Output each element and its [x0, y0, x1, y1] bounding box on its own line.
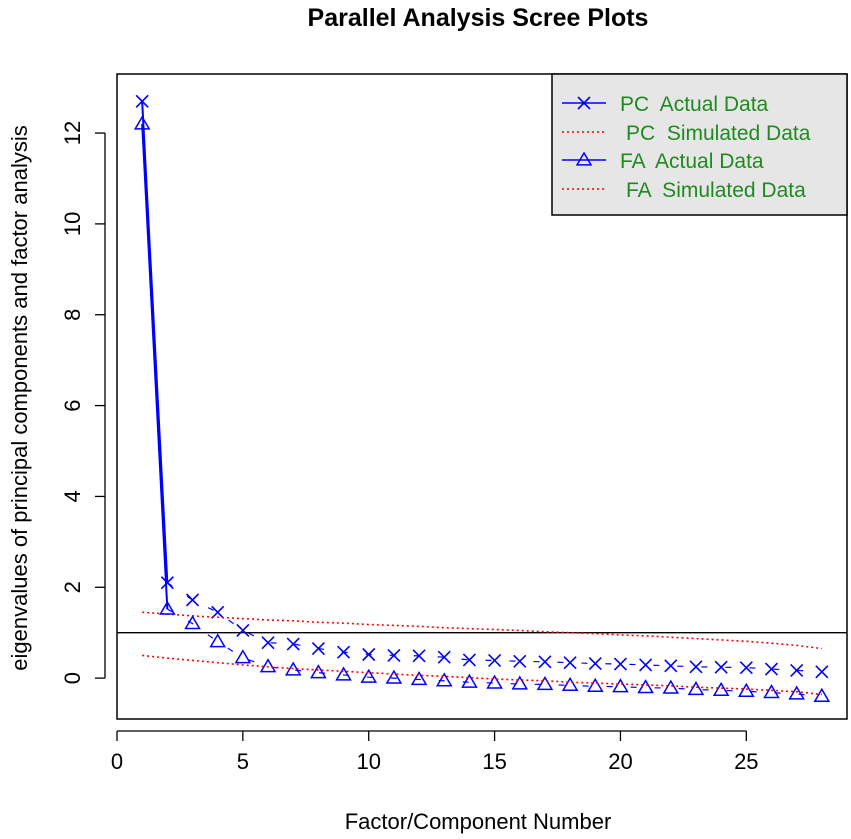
y-tick-label: 6 — [60, 399, 85, 411]
x-axis: 0 5 10 15 20 25 — [111, 730, 759, 774]
legend-label: PC Simulated Data — [626, 122, 811, 145]
x-marker-stroke — [689, 660, 703, 674]
x-marker-stroke — [664, 659, 678, 673]
x-marker-stroke — [639, 658, 653, 672]
x-axis-label: Factor/Component Number — [345, 809, 612, 834]
triangle-marker — [712, 681, 730, 697]
x-marker-stroke — [538, 655, 552, 669]
x-tick-label: 0 — [111, 749, 123, 774]
x-marker-stroke — [261, 636, 275, 650]
triangle-marker — [486, 674, 503, 689]
series-pc-actual — [135, 94, 829, 679]
x-marker-stroke — [286, 637, 300, 651]
triangle-marker — [763, 684, 780, 699]
x-marker-stroke — [739, 661, 753, 675]
series-fa-simulated — [142, 654, 822, 696]
triangle-marker — [788, 685, 805, 700]
actual-line-first-segment — [141, 123, 169, 610]
triangle-marker — [335, 666, 352, 681]
x-marker-stroke — [362, 647, 376, 662]
triangle-marker — [687, 680, 705, 696]
x-marker-stroke — [387, 648, 401, 662]
x-marker-stroke — [513, 654, 527, 668]
x-marker-stroke — [563, 656, 577, 670]
plot-area — [117, 94, 847, 702]
triangle-marker — [310, 664, 327, 679]
x-tick-label: 25 — [734, 749, 758, 774]
triangle-marker — [536, 675, 554, 691]
y-tick-label: 0 — [60, 672, 85, 684]
actual-line — [167, 608, 822, 697]
y-axis: 0 2 4 6 8 10 12 — [60, 121, 106, 684]
triangle-marker — [234, 649, 252, 664]
triangle-marker — [209, 633, 227, 648]
x-tick-label: 10 — [356, 749, 380, 774]
triangle-marker — [184, 615, 201, 630]
chart-title: Parallel Analysis Scree Plots — [308, 4, 649, 32]
triangle-marker — [662, 679, 680, 694]
simulated-line — [142, 654, 822, 696]
x-marker-stroke — [613, 657, 628, 671]
plot-frame — [116, 73, 848, 720]
triangle-marker — [561, 676, 579, 692]
x-marker-stroke — [577, 96, 591, 110]
y-tick-label: 4 — [60, 490, 85, 502]
x-marker-stroke — [160, 576, 174, 590]
x-marker-stroke — [815, 665, 829, 679]
triangle-marker — [511, 675, 529, 690]
triangle-marker — [637, 679, 654, 694]
x-marker-stroke — [588, 657, 602, 671]
x-tick-label: 20 — [608, 749, 632, 774]
triangle-marker — [360, 668, 378, 683]
y-tick-label: 2 — [60, 581, 85, 593]
x-marker-stroke — [462, 653, 476, 667]
triangle-marker — [410, 671, 428, 686]
x-marker-stroke — [437, 650, 451, 664]
x-tick-label: 5 — [237, 749, 249, 774]
x-marker-stroke — [764, 662, 779, 676]
x-tick-label: 15 — [482, 749, 506, 774]
triangle-marker — [133, 115, 151, 130]
triangle-marker — [813, 687, 831, 702]
simulated-line — [142, 611, 822, 650]
legend-label: FA Simulated Data — [626, 179, 806, 202]
actual-line-first-segment — [141, 101, 169, 583]
triangle-marker — [435, 672, 453, 687]
x-marker-stroke — [185, 593, 200, 607]
x-marker-stroke — [336, 645, 351, 659]
legend-label: PC Actual Data — [620, 93, 769, 116]
triangle-marker — [586, 677, 604, 692]
x-marker-stroke — [790, 663, 804, 677]
x-marker-stroke — [135, 94, 149, 108]
y-tick-label: 10 — [60, 212, 85, 236]
legend-label: FA Actual Data — [620, 150, 764, 173]
x-marker-stroke — [412, 649, 426, 663]
y-tick-label: 8 — [60, 309, 85, 321]
series-pc-simulated — [142, 611, 822, 650]
x-marker-stroke — [714, 660, 728, 674]
triangle-marker — [612, 678, 629, 693]
triangle-marker — [385, 669, 403, 684]
legend-box — [551, 73, 848, 216]
series-fa-actual — [133, 115, 831, 702]
actual-line — [167, 582, 822, 673]
x-marker-stroke — [488, 653, 502, 667]
y-axis-label: eigenvalues of principal components and … — [7, 125, 32, 670]
x-marker-stroke — [311, 642, 325, 656]
triangle-marker — [461, 673, 478, 688]
triangle-marker — [575, 151, 593, 166]
triangle-marker — [737, 682, 755, 697]
triangle-marker — [159, 600, 176, 615]
triangle-marker — [259, 658, 277, 673]
x-marker-stroke — [236, 623, 250, 637]
y-tick-label: 12 — [60, 121, 85, 145]
legend: PC Actual Data PC Simulated Data FA Actual… — [551, 73, 848, 216]
